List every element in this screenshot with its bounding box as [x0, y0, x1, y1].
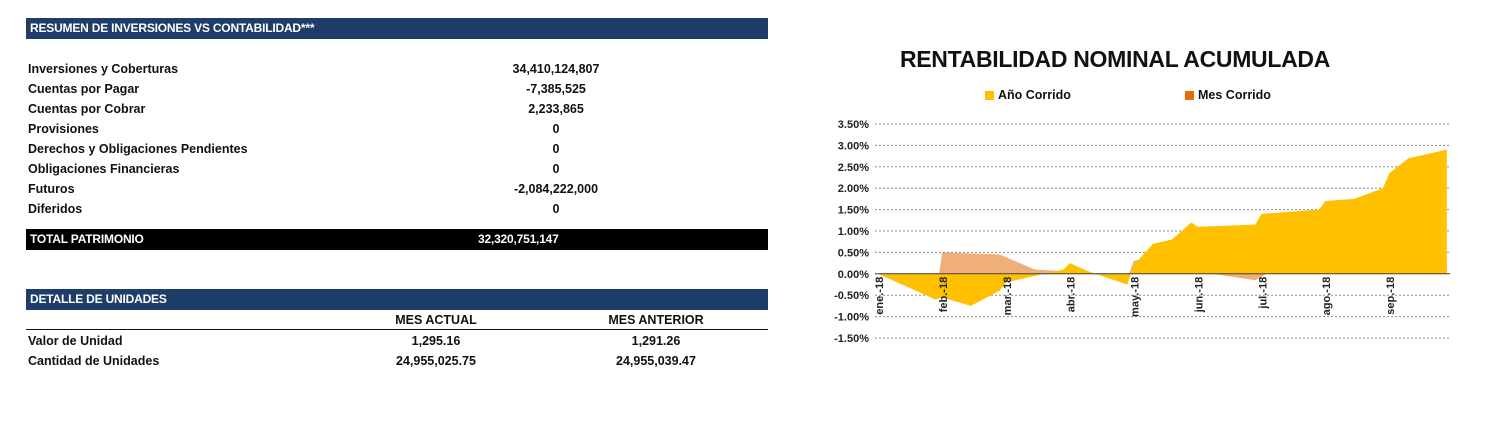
units-section: DETALLE DE UNIDADES MES ACTUAL MES ANTER… — [26, 289, 768, 371]
x-tick-label: ene.-18 — [874, 277, 886, 315]
legend-label: Año Corrido — [998, 88, 1071, 102]
summary-label: Provisiones — [28, 122, 99, 136]
summary-value: 0 — [552, 142, 560, 156]
y-tick-label: -0.50% — [834, 290, 869, 302]
x-tick-label: jul.-18 — [1257, 277, 1269, 310]
units-previous: 1,291.26 — [631, 334, 681, 348]
total-patrimonio-bar: TOTAL PATRIMONIO 32,320,751,147 — [26, 229, 768, 250]
legend-label: Mes Corrido — [1198, 88, 1271, 102]
x-tick-label: sep.-18 — [1385, 277, 1397, 315]
y-tick-label: 1.50% — [838, 205, 869, 217]
units-label: Valor de Unidad — [28, 334, 123, 348]
units-header: DETALLE DE UNIDADES — [26, 289, 768, 310]
summary-row: Derechos y Obligaciones Pendientes 0 — [26, 139, 768, 159]
summary-row: Cuentas por Cobrar 2,233,865 — [26, 99, 768, 119]
y-tick-label: -1.00% — [834, 312, 869, 324]
summary-row: Futuros -2,084,222,000 — [26, 179, 768, 199]
total-value: 32,320,751,147 — [478, 232, 559, 246]
summary-label: Cuentas por Pagar — [28, 82, 140, 96]
summary-value: -2,084,222,000 — [513, 182, 599, 196]
summary-label: Cuentas por Cobrar — [28, 102, 146, 116]
x-tick-label: ago.-18 — [1321, 277, 1333, 316]
summary-value: -7,385,525 — [526, 82, 586, 96]
summary-value: 2,233,865 — [528, 102, 584, 116]
units-row: Valor de Unidad 1,295.16 1,291.26 — [26, 331, 768, 351]
area-chart: 3.50% 3.00% 2.50% 2.00% 1.50% 1.00% 0.50% 0.00%… — [834, 119, 1450, 345]
total-label: TOTAL PATRIMONIO — [30, 232, 144, 246]
units-current: 24,955,025.75 — [396, 354, 476, 368]
col-mes-actual: MES ACTUAL — [395, 313, 477, 327]
summary-value: 0 — [552, 122, 560, 136]
legend-swatch-mes-corrido — [1185, 90, 1194, 100]
summary-label: Diferidos — [28, 202, 83, 216]
summary-row: Cuentas por Pagar -7,385,525 — [26, 79, 768, 99]
y-tick-label: 2.50% — [838, 162, 869, 174]
summary-value: 0 — [552, 202, 560, 216]
summary-panel: RESUMEN DE INVERSIONES VS CONTABILIDAD**… — [26, 18, 768, 371]
summary-row: Diferidos 0 — [26, 199, 768, 219]
summary-value: 34,410,124,807 — [512, 62, 600, 76]
col-mes-anterior: MES ANTERIOR — [608, 313, 704, 327]
y-tick-label: 0.00% — [838, 269, 869, 281]
x-tick-label: abr.-18 — [1066, 277, 1078, 312]
y-tick-label: 2.00% — [838, 183, 869, 195]
summary-label: Futuros — [28, 182, 75, 196]
summary-row: Provisiones 0 — [26, 119, 768, 139]
x-tick-label: jun.-18 — [1193, 277, 1205, 313]
x-tick-label: feb.-18 — [938, 277, 950, 312]
units-label: Cantidad de Unidades — [28, 354, 160, 368]
summary-header: RESUMEN DE INVERSIONES VS CONTABILIDAD**… — [26, 18, 768, 39]
summary-label: Inversiones y Coberturas — [28, 62, 179, 76]
summary-row: Obligaciones Financieras 0 — [26, 159, 768, 179]
legend-swatch-ano-corrido — [985, 90, 994, 100]
y-tick-label: 0.50% — [838, 247, 869, 259]
x-tick-label: may.-18 — [1130, 277, 1142, 317]
summary-label: Derechos y Obligaciones Pendientes — [28, 142, 248, 156]
units-row: Cantidad de Unidades 24,955,025.75 24,95… — [26, 351, 768, 371]
units-column-headers: MES ACTUAL MES ANTERIOR — [26, 310, 768, 330]
legend-item-mes-corrido: Mes Corrido — [1185, 88, 1271, 102]
units-current: 1,295.16 — [411, 334, 461, 348]
y-tick-label: -1.50% — [834, 333, 869, 345]
series-area-año-corrido — [878, 149, 1447, 306]
units-previous: 24,955,039.47 — [616, 354, 696, 368]
y-tick-label: 3.50% — [838, 119, 869, 131]
legend-item-ano-corrido: Año Corrido — [985, 88, 1071, 102]
chart-title: RENTABILIDAD NOMINAL ACUMULADA — [899, 46, 1331, 72]
summary-label: Obligaciones Financieras — [28, 162, 180, 176]
summary-value: 0 — [552, 162, 560, 176]
summary-row: Inversiones y Coberturas 34,410,124,807 — [26, 59, 768, 79]
x-tick-label: mar.-18 — [1002, 277, 1014, 316]
y-tick-label: 1.00% — [838, 226, 869, 238]
summary-table: Inversiones y Coberturas 34,410,124,807 C… — [26, 59, 768, 219]
y-tick-label: 3.00% — [838, 140, 869, 152]
